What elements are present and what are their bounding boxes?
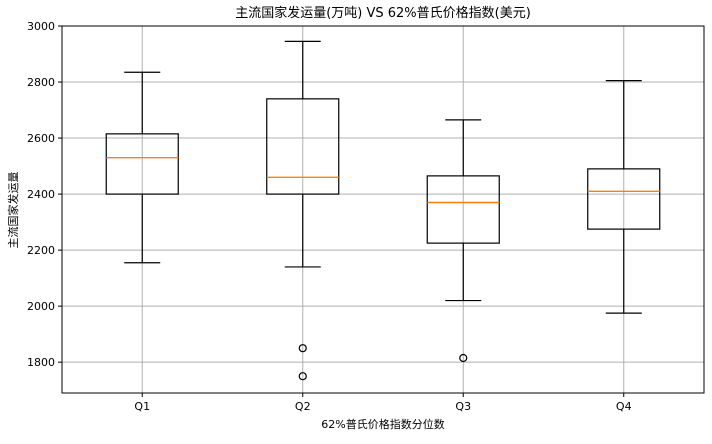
box-q3 <box>426 119 500 363</box>
x-tick-label: Q1 <box>134 400 150 413</box>
outlier-point <box>459 353 468 363</box>
outlier-point <box>298 344 307 353</box>
box-iqr <box>105 133 179 195</box>
box-q2 <box>266 40 340 381</box>
box-q1 <box>105 71 179 264</box>
y-tick-label: 1800 <box>27 356 55 369</box>
y-tick-label: 2200 <box>27 244 55 257</box>
y-tick-label: 2400 <box>27 188 55 201</box>
plot-area-frame <box>61 25 705 394</box>
y-tick-label: 3000 <box>27 20 55 33</box>
axis-ticks: 1800 2000 2200 2400 2600 2800 3000 Q1 Q2 Q3 Q4 <box>27 20 632 413</box>
outlier-point <box>298 372 307 381</box>
y-tick-label: 2800 <box>27 76 55 89</box>
x-tick-label: Q4 <box>616 400 632 413</box>
x-tick-label: Q2 <box>295 400 311 413</box>
box-series <box>105 40 661 381</box>
box-iqr <box>587 168 661 230</box>
x-axis-label: 62%普氏价格指数分位数 <box>321 417 444 431</box>
box-iqr <box>426 175 500 244</box>
box-q4 <box>587 80 661 314</box>
y-tick-label: 2000 <box>27 300 55 313</box>
y-tick-label: 2600 <box>27 132 55 145</box>
x-tick-label: Q3 <box>455 400 471 413</box>
chart-title: 主流国家发运量(万吨) VS 62%普氏价格指数(美元) <box>235 5 531 21</box>
box-iqr <box>266 98 340 195</box>
y-axis-label: 主流国家发运量 <box>6 172 20 249</box>
